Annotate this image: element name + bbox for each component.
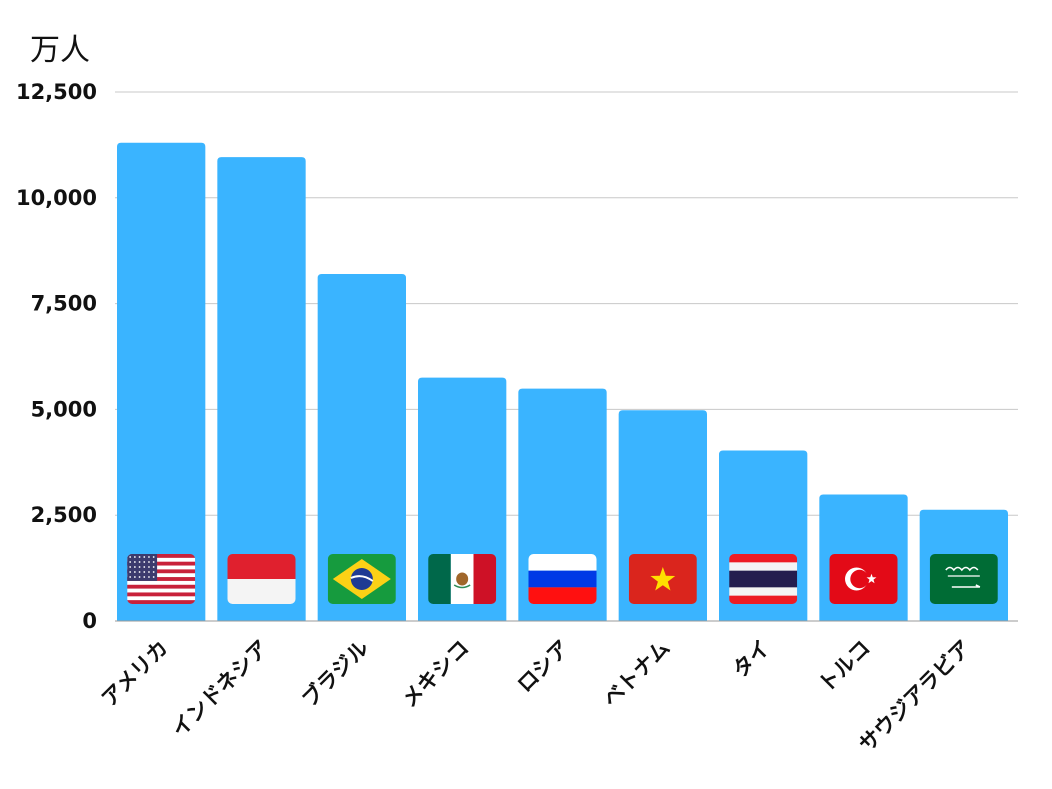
saudi-arabia-flag-icon <box>929 554 998 604</box>
x-tick-label: ブラジル <box>297 636 373 712</box>
indonesia-flag-icon <box>227 554 296 604</box>
y-tick-label: 5,000 <box>31 397 97 421</box>
y-tick-label: 12,500 <box>16 80 97 104</box>
usa-flag-icon <box>127 554 196 604</box>
mexico-flag-icon <box>428 554 497 604</box>
vietnam-flag-icon <box>628 554 697 604</box>
turkey-flag-icon <box>829 554 898 604</box>
x-tick-label: トルコ <box>814 636 875 697</box>
russia-flag-icon <box>528 554 597 604</box>
x-tick-label: ロシア <box>513 636 575 698</box>
bar <box>217 157 306 622</box>
y-tick-label: 7,500 <box>31 292 97 316</box>
y-tick-label: 2,500 <box>31 503 97 527</box>
x-tick-label: タイ <box>728 636 775 683</box>
x-tick-label: メキシコ <box>397 636 473 712</box>
x-tick-label: ベトナム <box>598 636 674 712</box>
x-tick-label: インドネシア <box>167 636 273 742</box>
bars <box>117 142 1008 622</box>
thailand-flag-icon <box>729 554 798 604</box>
brazil-flag-icon <box>327 554 396 604</box>
y-tick-label: 0 <box>82 609 97 633</box>
unit-label: 万人 <box>30 33 90 68</box>
flags <box>127 554 998 604</box>
y-axis-tick-labels: 0 2,500 5,000 7,500 10,000 12,500 <box>16 80 97 633</box>
y-tick-label: 10,000 <box>16 186 97 210</box>
x-tick-label: アメリカ <box>97 636 173 712</box>
bar <box>117 142 206 621</box>
bar <box>317 273 406 621</box>
